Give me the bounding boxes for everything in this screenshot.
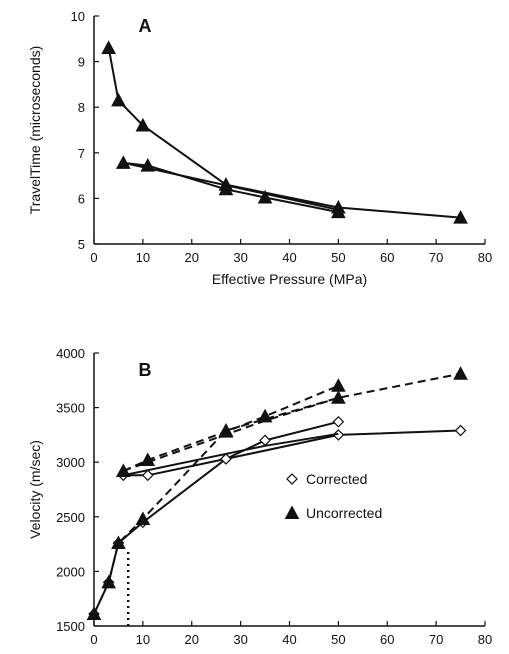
data-point [218, 424, 234, 438]
data-point [135, 117, 151, 132]
legend-label: Corrected [306, 471, 367, 487]
series-line [122, 396, 339, 472]
x-tick-label: 80 [478, 250, 492, 265]
x-tick-label: 50 [331, 250, 345, 265]
x-tick-label: 10 [136, 632, 150, 647]
y-tick-label: 3500 [56, 401, 85, 416]
y-tick-label: 7 [78, 146, 85, 161]
y-tick-label: 2000 [56, 564, 85, 579]
data-point [453, 366, 468, 380]
data-point [453, 210, 468, 224]
series-line [107, 47, 461, 219]
data-point [111, 92, 126, 107]
panel-label: A [139, 16, 152, 36]
y-tick-label: 8 [78, 100, 85, 115]
legend: Corrected Uncorrected [284, 471, 382, 521]
x-tick-label: 30 [233, 632, 247, 647]
y-tick-label: 3000 [56, 455, 85, 470]
x-tick-label: 30 [233, 250, 247, 265]
y-tick-label: 4000 [56, 346, 85, 361]
data-point [259, 434, 271, 447]
data-point [331, 204, 346, 219]
series-line [123, 161, 339, 211]
y-tick-label: 5 [78, 237, 85, 252]
data-point [332, 415, 345, 428]
y-axis-title: TravelTime (microseconds) [27, 46, 43, 215]
data-point [86, 606, 102, 621]
data-point [115, 155, 131, 169]
data-point [111, 535, 126, 550]
y-tick-label: 1500 [56, 619, 85, 634]
y-tick-label: 9 [78, 55, 85, 70]
chart-panel-A: 0 10 20 30 40 50 60 70 80 5 6 7 8 9 10 Effective Pressu… [27, 9, 492, 287]
data-point [140, 452, 156, 467]
data-point [141, 469, 154, 482]
y-tick-label: 10 [71, 9, 85, 24]
x-tick-label: 20 [185, 250, 199, 265]
legend-marker [286, 473, 298, 485]
x-tick-label: 60 [380, 250, 394, 265]
x-tick-label: 40 [282, 250, 296, 265]
y-axis-title: Velocity (m/sec) [27, 440, 43, 539]
data-point [331, 378, 346, 392]
data-point [454, 424, 467, 437]
data-point [101, 574, 117, 589]
chart-panel-B: 0 10 20 30 40 50 60 70 80 1500 2000 2500 3000 3500 400… [27, 346, 492, 654]
panel-label: B [139, 360, 152, 380]
x-tick-label: 70 [429, 632, 443, 647]
series-line [93, 372, 461, 615]
x-tick-label: 20 [185, 632, 199, 647]
x-tick-label: 40 [282, 632, 296, 647]
data-point [218, 181, 234, 196]
data-point [331, 390, 346, 404]
x-tick-label: 0 [90, 250, 97, 265]
x-tick-label: 10 [136, 250, 150, 265]
data-point [332, 429, 345, 441]
y-tick-label: 6 [78, 191, 85, 206]
x-tick-label: 0 [90, 632, 97, 647]
data-point [220, 453, 232, 465]
data-point [135, 511, 151, 526]
legend-label: Uncorrected [306, 505, 382, 521]
data-point [257, 408, 273, 423]
x-tick-label: 80 [478, 632, 492, 647]
series-line [123, 432, 339, 477]
x-tick-label: 60 [380, 632, 394, 647]
y-tick-label: 2500 [56, 510, 85, 525]
data-point [101, 40, 117, 54]
x-axis-title: Effective Pressure (MPa) [212, 271, 367, 287]
data-point [257, 189, 273, 204]
legend-marker [284, 505, 300, 520]
x-tick-label: 50 [331, 632, 345, 647]
x-tick-label: 70 [429, 250, 443, 265]
